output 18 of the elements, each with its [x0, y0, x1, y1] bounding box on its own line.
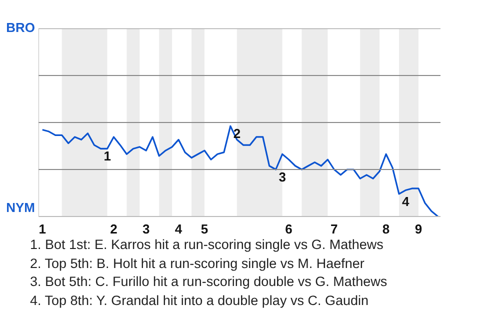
x-tick-label: 1: [38, 222, 46, 236]
x-tick-label: 8: [382, 222, 390, 236]
x-tick-label: 7: [330, 222, 338, 236]
x-tick-label: 3: [142, 222, 150, 236]
text: NYM: [6, 199, 35, 217]
text: 2. Top 5th: B. Holt hit a run-scoring single vs M. Haefner: [30, 254, 366, 273]
text: 4. Top 8th: Y. Grandal hit into a double play vs C. Gaudin: [30, 292, 370, 310]
x-tick-label: 2: [110, 222, 118, 236]
x-tick-label: 9: [414, 222, 422, 236]
x-tick-label: 6: [285, 222, 292, 236]
annotation: 3: [278, 170, 286, 184]
annotation: 1: [104, 148, 111, 164]
x-tick-label: 4: [174, 222, 183, 236]
annotation: 4: [402, 194, 410, 209]
text: BRO: [6, 19, 35, 37]
text: 1. Bot 1st: E. Karros hit a run-scoring single vs G. Mathews: [30, 236, 384, 254]
x-tick-label: 5: [200, 222, 208, 236]
text: 3. Bot 5th: C. Furillo hit a run-scoring double vs G. Mathews: [30, 273, 388, 291]
